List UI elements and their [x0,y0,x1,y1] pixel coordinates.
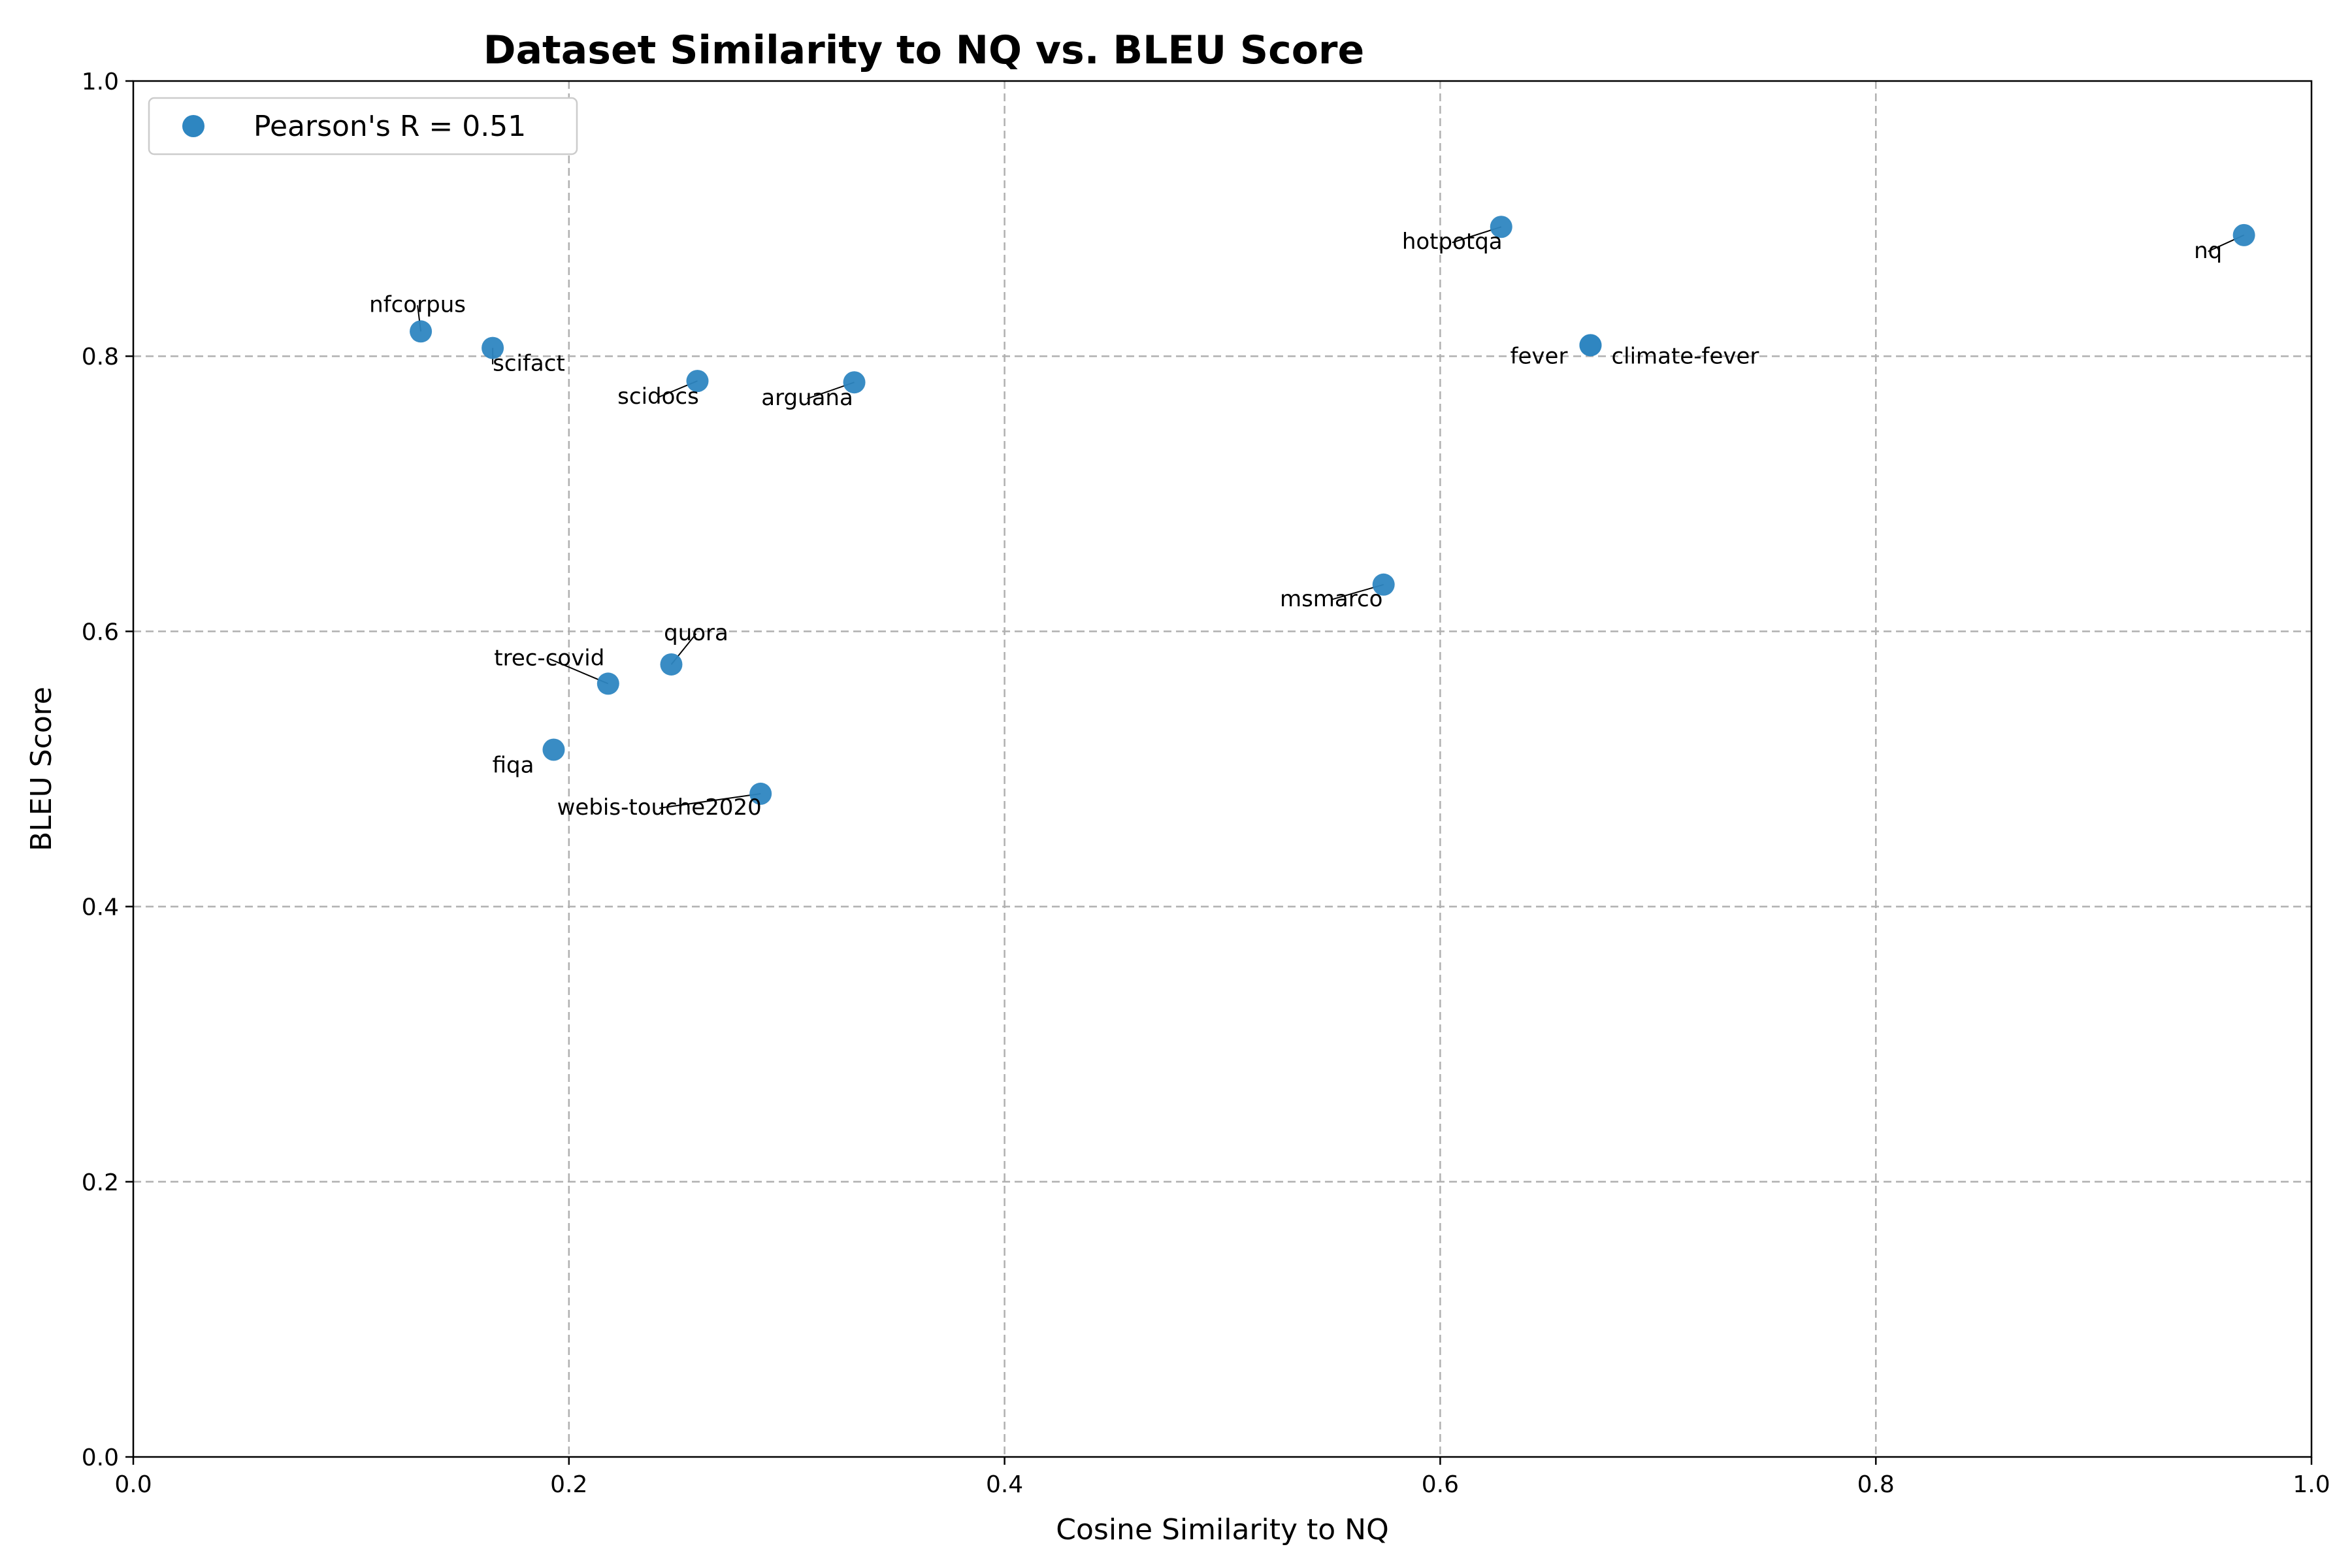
legend-entry: Pearson's R = 0.51 [253,110,526,143]
data-point [1372,573,1395,596]
point-label: fiqa [493,753,534,779]
point-label: webis-touche2020 [557,794,762,821]
plot-frame [132,80,2313,1458]
point-labels: nfcorpus scifact scidocs arguana hotpotqa nq f… [369,229,2222,821]
x-tick-label: 0.2 [550,1471,587,1498]
data-point [1579,334,1602,357]
y-tick-label: 1.0 [82,69,119,95]
axis-ticks: 0.0 0.2 0.4 0.6 0.8 1.0 0.0 0.2 0.4 0.6 0.8 1.0 [82,69,2330,1498]
data-point [749,782,772,805]
point-label: scifact [493,351,565,377]
data-point [410,320,433,343]
x-tick-label: 0.8 [1857,1471,1895,1498]
y-tick-label: 0.2 [82,1169,119,1196]
y-tick-label: 0.6 [82,619,119,645]
y-tick-label: 0.8 [82,344,119,370]
point-label: nq [2194,238,2222,264]
data-point [686,370,709,393]
point-label: scidocs [617,384,699,410]
data-point [2232,223,2255,246]
point-label: fever [1511,343,1568,369]
point-label: arguana [761,385,853,411]
y-axis-label: BLEU Score [25,687,58,851]
legend-box [148,97,578,155]
data-points [410,216,2255,805]
point-label: hotpotqa [1402,229,1503,255]
point-label: msmarco [1280,586,1383,612]
data-point [660,653,683,676]
data-point [482,336,504,359]
y-tick-label: 0.0 [82,1445,119,1471]
legend: Pearson's R = 0.51 [148,97,578,155]
x-axis-label: Cosine Similarity to NQ [1056,1513,1388,1546]
data-point [596,672,619,695]
x-tick-label: 1.0 [2293,1471,2330,1498]
legend-marker [182,115,204,137]
leader-line [659,792,761,809]
x-tick-label: 0.6 [1422,1471,1459,1498]
data-point [1490,216,1512,238]
data-point [542,738,565,761]
y-tick-label: 0.4 [82,894,119,921]
point-label: trec-covid [494,645,604,671]
point-label: climate-fever [1611,343,1759,369]
x-tick-label: 0.4 [986,1471,1023,1498]
chart-title: Dataset Similarity to NQ vs. BLEU Score [483,27,1364,73]
data-point [843,371,866,394]
x-tick-label: 0.0 [114,1471,152,1498]
point-label: nfcorpus [369,291,466,318]
point-label: quora [664,620,728,646]
